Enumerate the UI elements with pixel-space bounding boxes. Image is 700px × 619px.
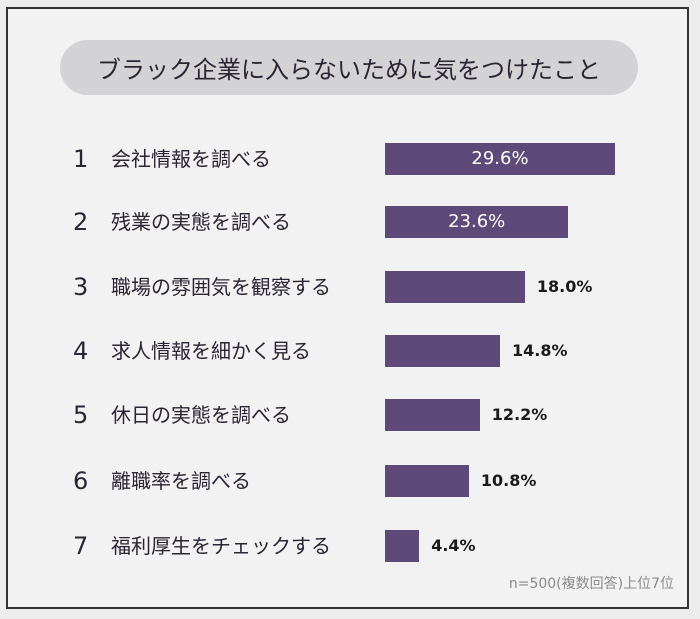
rank-number: 1 (73, 145, 89, 173)
value-label: 12.2% (491, 405, 548, 424)
bar-row: 3 職場の雰囲気を観察する 18.0% (0, 271, 700, 303)
rank-number: 2 (73, 208, 89, 236)
category-label: 福利厚生をチェックする (111, 534, 331, 558)
value-label: 18.0% (536, 277, 593, 296)
value-label: 10.8% (480, 471, 537, 490)
rank-number: 6 (73, 467, 89, 495)
bar-row: 7 福利厚生をチェックする 4.4% (0, 530, 700, 562)
bar-row: 5 休日の実態を調べる 12.2% (0, 399, 700, 431)
bar (385, 465, 469, 497)
category-label: 職場の雰囲気を観察する (111, 275, 331, 299)
category-label: 求人情報を細かく見る (111, 339, 311, 363)
value-label: 29.6% (471, 148, 529, 169)
category-label: 会社情報を調べる (111, 147, 271, 171)
rank-number: 5 (73, 401, 89, 429)
category-label: 離職率を調べる (111, 469, 251, 493)
bar-row: 2 残業の実態を調べる 23.6% (0, 206, 700, 238)
bar (385, 530, 420, 562)
rank-number: 7 (73, 532, 89, 560)
category-label: 休日の実態を調べる (111, 403, 291, 427)
chart-title: ブラック企業に入らないために気をつけたこと (60, 40, 638, 95)
bar (385, 206, 569, 238)
category-label: 残業の実態を調べる (111, 210, 291, 234)
chart-frame (6, 7, 689, 609)
value-label: 23.6% (448, 211, 506, 232)
bar (385, 143, 615, 175)
bar-row: 6 離職率を調べる 10.8% (0, 465, 700, 497)
sample-note: n=500(複数回答)上位7位 (508, 576, 674, 592)
bar (385, 271, 525, 303)
value-label: 4.4% (431, 536, 476, 555)
bar (385, 335, 500, 367)
rank-number: 4 (73, 337, 89, 365)
bar-row: 4 求人情報を細かく見る 14.8% (0, 335, 700, 367)
rank-number: 3 (73, 273, 89, 301)
bar (385, 399, 480, 431)
bar-row: 1 会社情報を調べる 29.6% (0, 143, 700, 175)
value-label: 14.8% (512, 341, 568, 360)
